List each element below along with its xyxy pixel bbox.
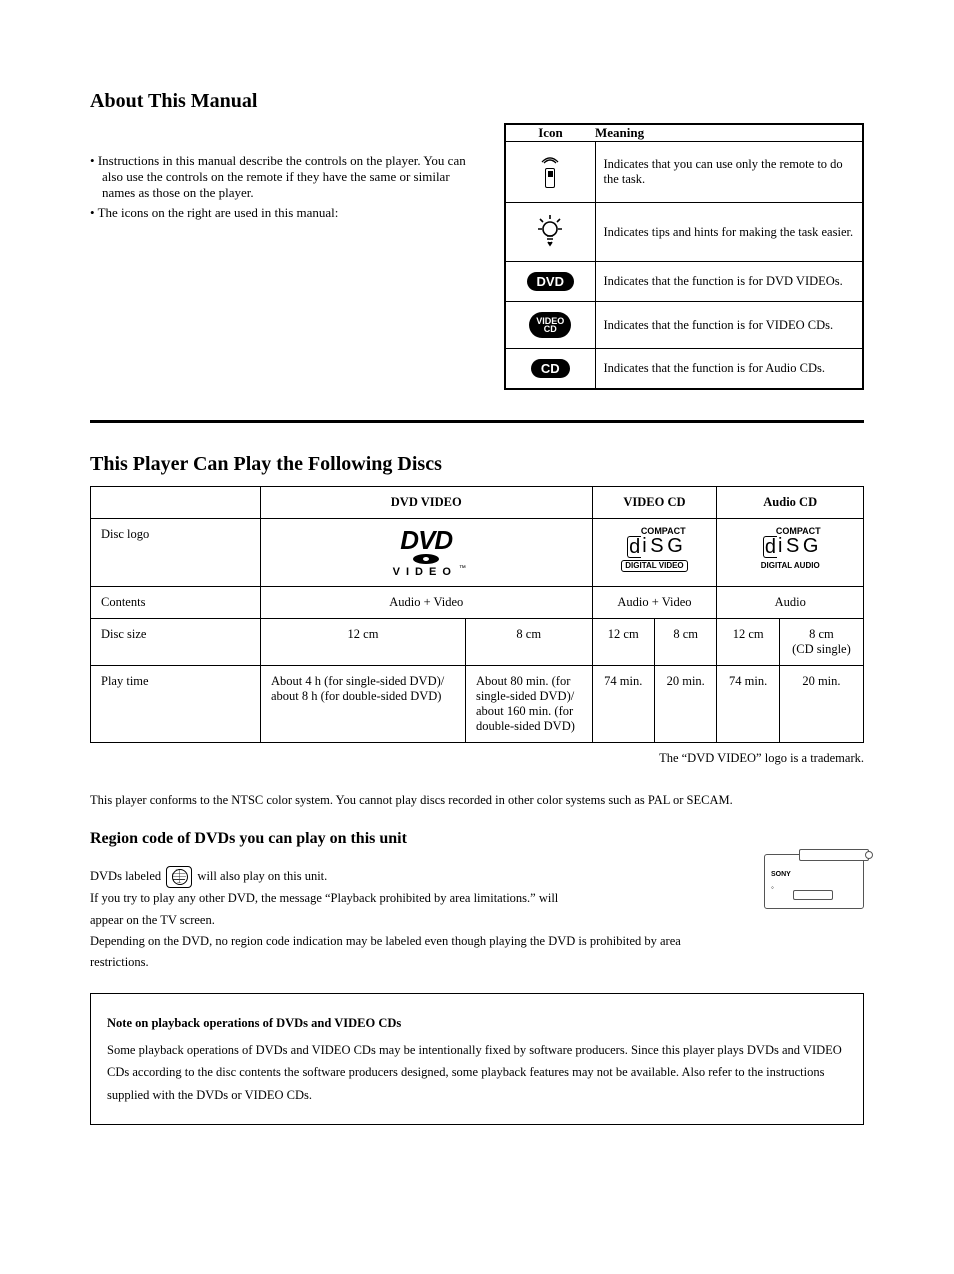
- section-title-manual: About This Manual: [90, 90, 864, 113]
- table-cell: Audio + Video: [592, 587, 717, 619]
- remote-icon: [536, 152, 564, 188]
- table-header-videocd: VIDEO CD: [592, 487, 717, 519]
- remote-icon-cell: [505, 142, 595, 203]
- region-line: DVDs labeled: [90, 869, 161, 883]
- compact-disc-video-logo: COMPACT di S G DIGITAL VIDEO: [621, 527, 687, 572]
- table-cell: 8 cm: [654, 619, 716, 666]
- region-line: appear on the TV screen.: [90, 913, 215, 927]
- bullet-item: The icons on the right are used in this …: [90, 205, 474, 221]
- conform-note: This player conforms to the NTSC color s…: [90, 790, 864, 810]
- region-text: DVDs labeled will also play on this unit…: [90, 866, 734, 973]
- region-all-icon: [166, 866, 192, 888]
- region-line: Depending on the DVD, no region code ind…: [90, 934, 681, 969]
- icon-meaning-text: Indicates that the function is for Audio…: [595, 349, 863, 390]
- dvd-video-logo-cell: DVD VIDEO™: [261, 519, 593, 587]
- player-illustration: SONY ◦: [764, 854, 864, 909]
- icon-table-header-icon: Icon: [505, 124, 595, 142]
- trademark-note: The “DVD VIDEO” logo is a trademark.: [90, 751, 864, 766]
- compact-disc-audio-logo-cell: COMPACT di S G DIGITAL AUDIO: [717, 519, 864, 587]
- cd-pill-icon: CD: [531, 359, 570, 378]
- table-header-audiocd: Audio CD: [717, 487, 864, 519]
- dvd-video-logo: DVD VIDEO™: [271, 527, 582, 578]
- disc-spec-table: DVD VIDEO VIDEO CD Audio CD Disc logo DV…: [90, 486, 864, 743]
- dvd-pill-icon: DVD: [527, 272, 574, 291]
- icon-meaning-table: Icon Meaning Indicates that you can use …: [504, 123, 864, 390]
- bullet-item: Instructions in this manual describe the…: [90, 153, 474, 201]
- row-label-disclogo: Disc logo: [91, 519, 261, 587]
- table-cell: Audio: [717, 587, 864, 619]
- table-cell: 12 cm: [592, 619, 654, 666]
- region-line: will also play on this unit.: [197, 869, 327, 883]
- icon-meaning-text: Indicates that the function is for DVD V…: [595, 262, 863, 302]
- playback-note-box: Note on playback operations of DVDs and …: [90, 993, 864, 1125]
- table-cell: About 4 h (for single-sided DVD)/ about …: [261, 666, 466, 743]
- icon-meaning-text: Indicates that you can use only the remo…: [595, 142, 863, 203]
- digital-video-label: DIGITAL VIDEO: [621, 560, 687, 572]
- compact-disc-audio-logo: COMPACT di S G DIGITAL AUDIO: [758, 527, 823, 571]
- table-cell: 20 min.: [779, 666, 863, 743]
- row-label-playtime: Play time: [91, 666, 261, 743]
- table-cell: About 80 min. (for single-sided DVD)/ ab…: [465, 666, 592, 743]
- icon-meaning-text: Indicates tips and hints for making the …: [595, 203, 863, 262]
- table-cell: 12 cm: [717, 619, 779, 666]
- table-cell: 8 cm: [465, 619, 592, 666]
- intro-row: Instructions in this manual describe the…: [90, 123, 864, 390]
- cd-icon-cell: CD: [505, 349, 595, 390]
- hint-icon: [535, 236, 565, 250]
- icon-meaning-text: Indicates that the function is for VIDEO…: [595, 302, 863, 349]
- table-cell: 12 cm: [261, 619, 466, 666]
- icon-table-header-meaning: Meaning: [595, 124, 863, 142]
- videocd-pill-icon: VIDEO CD: [529, 312, 571, 338]
- hint-icon-cell: [505, 203, 595, 262]
- region-row: DVDs labeled will also play on this unit…: [90, 866, 864, 973]
- row-label-contents: Contents: [91, 587, 261, 619]
- note-title: Note on playback operations of DVDs and …: [107, 1012, 847, 1035]
- compact-disc-video-logo-cell: COMPACT di S G DIGITAL VIDEO: [592, 519, 717, 587]
- videocd-icon-cell: VIDEO CD: [505, 302, 595, 349]
- dvd-icon-cell: DVD: [505, 262, 595, 302]
- section-divider: [90, 420, 864, 423]
- region-code-title: Region code of DVDs you can play on this…: [90, 830, 864, 848]
- table-cell: 20 min.: [654, 666, 716, 743]
- intro-bullets: Instructions in this manual describe the…: [90, 123, 474, 225]
- table-cell: 8 cm (CD single): [779, 619, 863, 666]
- region-line: If you try to play any other DVD, the me…: [90, 891, 558, 905]
- row-label-discsize: Disc size: [91, 619, 261, 666]
- table-header-blank: [91, 487, 261, 519]
- table-cell: Audio + Video: [261, 587, 593, 619]
- note-body: Some playback operations of DVDs and VID…: [107, 1039, 847, 1107]
- table-cell: 74 min.: [717, 666, 779, 743]
- table-cell: 74 min.: [592, 666, 654, 743]
- player-brand-label: SONY: [771, 871, 791, 878]
- section-title-discs: This Player Can Play the Following Discs: [90, 453, 864, 476]
- digital-audio-label: DIGITAL AUDIO: [758, 561, 823, 571]
- table-header-dvd: DVD VIDEO: [261, 487, 593, 519]
